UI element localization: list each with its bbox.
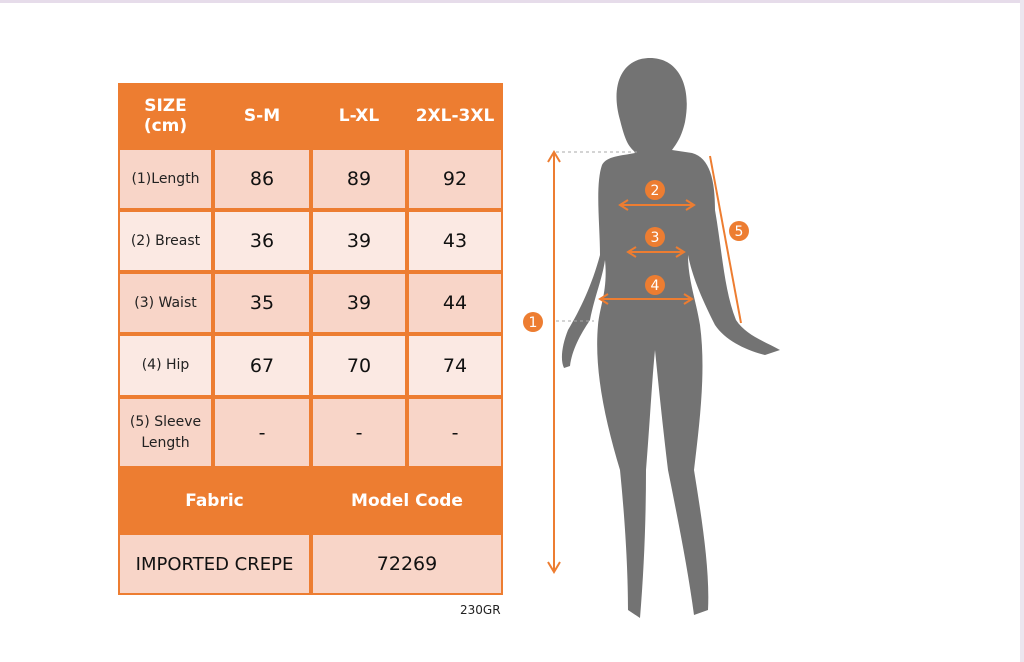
size-table: SIZE (cm) S-M L-XL 2XL-3XL (1)Length 86 89 92 (2… bbox=[118, 83, 503, 595]
svg-text:4: 4 bbox=[651, 278, 660, 294]
size-value: - bbox=[215, 399, 309, 466]
header-cell: SIZE (cm) bbox=[143, 95, 188, 136]
row-label: (5) Sleeve Length bbox=[120, 399, 211, 466]
model-code-value: 72269 bbox=[313, 535, 501, 593]
size-value: - bbox=[313, 399, 405, 466]
footer-code: 230GR bbox=[460, 603, 501, 617]
header-cell: 2XL-3XL bbox=[415, 105, 495, 126]
size-value: 39 bbox=[313, 274, 405, 332]
marker-4 bbox=[645, 275, 665, 295]
row-label: (1)Length bbox=[120, 150, 211, 208]
fabric-header: Fabric bbox=[185, 490, 244, 511]
svg-text:3: 3 bbox=[651, 230, 660, 246]
row-label: (3) Waist bbox=[120, 274, 211, 332]
row-label: (4) Hip bbox=[120, 336, 211, 395]
measure-lines bbox=[547, 150, 742, 574]
size-value: 35 bbox=[215, 274, 309, 332]
header-cell: S-M bbox=[243, 105, 281, 126]
marker-1 bbox=[523, 312, 543, 332]
svg-text:5: 5 bbox=[735, 224, 744, 240]
fabric-value: IMPORTED CREPE bbox=[120, 535, 309, 593]
marker-3 bbox=[645, 227, 665, 247]
marker-5 bbox=[729, 221, 749, 241]
size-value: 43 bbox=[409, 212, 501, 270]
right-border bbox=[1020, 0, 1024, 662]
svg-text:1: 1 bbox=[529, 315, 538, 331]
svg-text:2: 2 bbox=[651, 183, 660, 199]
size-value: 70 bbox=[313, 336, 405, 395]
body-silhouette-figure: 1 2 3 4 5 bbox=[523, 58, 780, 618]
size-value: 92 bbox=[409, 150, 501, 208]
size-value: 36 bbox=[215, 212, 309, 270]
measure-markers: 1 2 3 4 5 bbox=[523, 180, 749, 332]
size-value: 39 bbox=[313, 212, 405, 270]
size-value: 89 bbox=[313, 150, 405, 208]
size-value: - bbox=[409, 399, 501, 466]
size-value: 74 bbox=[409, 336, 501, 395]
top-border bbox=[0, 0, 1024, 3]
silhouette bbox=[561, 58, 780, 618]
row-label: (2) Breast bbox=[120, 212, 211, 270]
model-code-header: Model Code bbox=[351, 490, 463, 511]
size-value: 44 bbox=[409, 274, 501, 332]
size-value: 67 bbox=[215, 336, 309, 395]
header-cell: L-XL bbox=[338, 105, 380, 126]
marker-2 bbox=[645, 180, 665, 200]
size-value: 86 bbox=[215, 150, 309, 208]
